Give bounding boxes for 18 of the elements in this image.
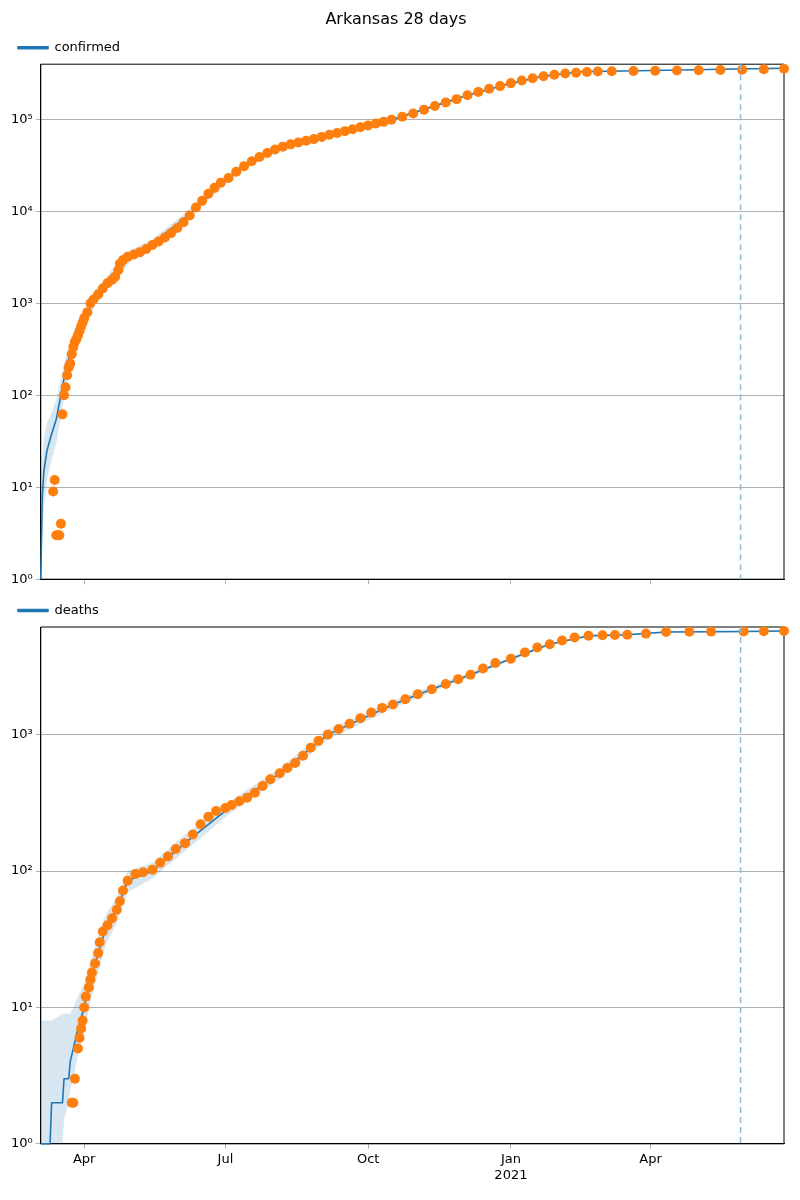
x-tick-label: Apr xyxy=(72,1150,97,1166)
y-tick-label: 10³ xyxy=(10,725,33,741)
chart-title: Arkansas 28 days xyxy=(325,8,467,28)
legend-label: confirmed xyxy=(54,39,121,55)
y-tick-label: 10² xyxy=(10,862,33,878)
y-tick-label: 10⁰ xyxy=(10,570,33,586)
y-tick-label: 10⁴ xyxy=(10,202,33,218)
y-tick-label: 10³ xyxy=(10,294,33,310)
y-tick-label: 10¹ xyxy=(10,478,33,494)
x-tick-label: Oct xyxy=(356,1150,380,1166)
x-tick-label: Apr xyxy=(639,1150,663,1166)
y-tick-label: 10⁵ xyxy=(10,110,33,126)
x-tick-label: Jul xyxy=(216,1150,234,1166)
y-tick-label: 10¹ xyxy=(10,998,33,1014)
y-tick-label: 10² xyxy=(10,386,33,402)
y-tick-label: 10⁰ xyxy=(10,1135,33,1151)
x-tick-label: Jan 2021 xyxy=(494,1150,528,1182)
legend-label: deaths xyxy=(54,601,100,617)
